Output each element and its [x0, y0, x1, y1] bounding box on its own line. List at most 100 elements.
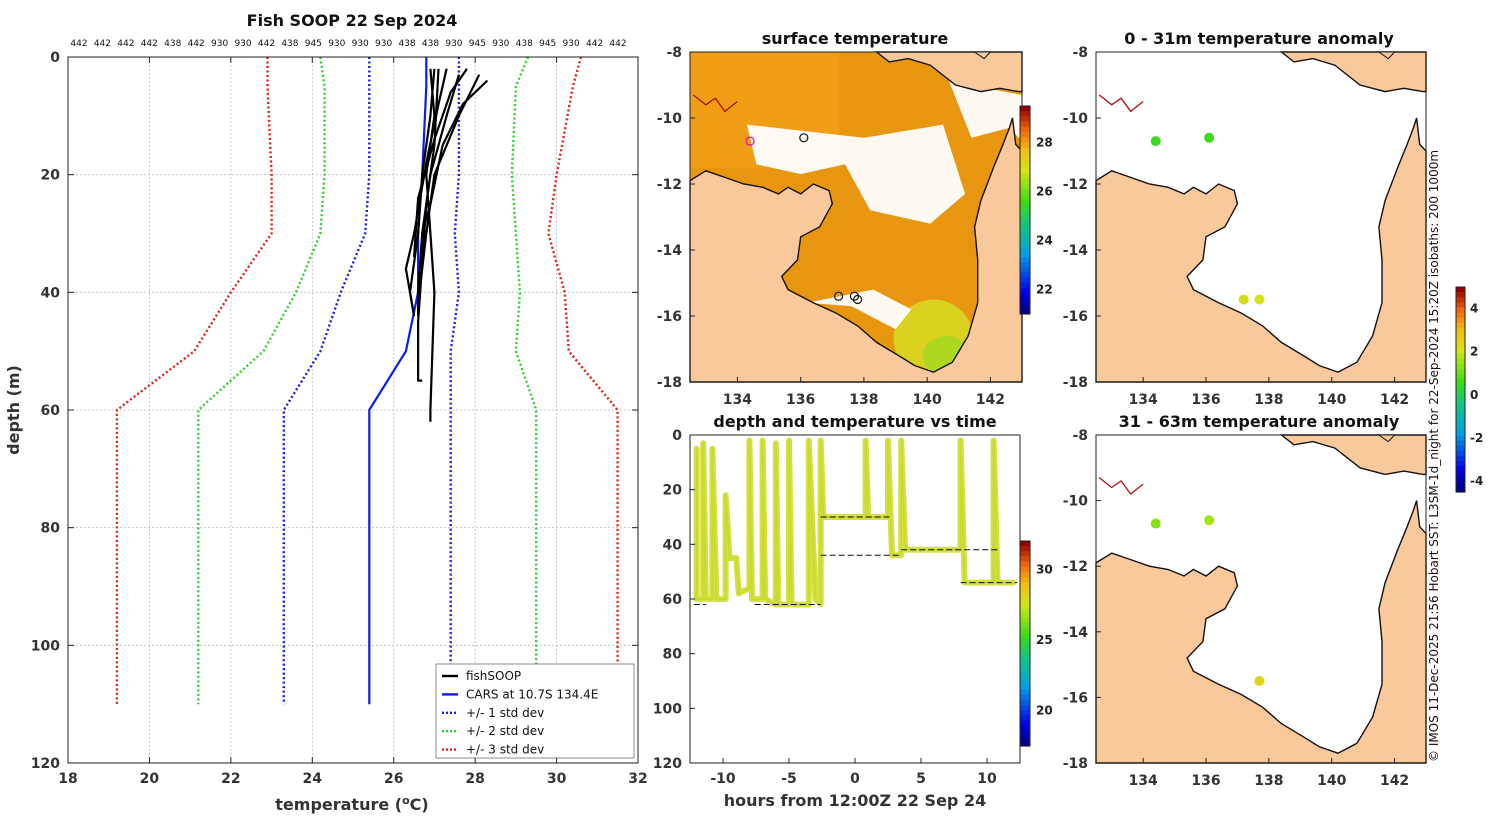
map-x-label: 140 [1317, 773, 1346, 789]
station-label: 442 [117, 39, 134, 49]
anom-colorbar-label: 0 [1470, 388, 1478, 402]
anom-colorbar-cell [1456, 374, 1465, 380]
dt-colorbar-cell [1020, 592, 1030, 598]
sst-colorbar-cell [1020, 241, 1030, 247]
sst-colorbar-cell [1020, 230, 1030, 237]
sst-colorbar-cell [1020, 106, 1030, 112]
x-tick-label: 26 [384, 771, 403, 787]
dt-colorbar-cell [1020, 612, 1030, 619]
sst-colorbar-cell [1020, 267, 1030, 273]
profile-ticks: 18 20 22 24 26 28 30 32 0 20 40 60 80 100 120 [31, 50, 648, 787]
dt-colorbar-cell [1020, 617, 1030, 624]
anom-colorbar-cell [1456, 384, 1465, 391]
dt-colorbar-cell [1020, 633, 1030, 639]
sst-colorbar-label: 24 [1036, 234, 1053, 248]
sst-colorbar-cell [1020, 220, 1030, 227]
dt-colorbar-cell [1020, 561, 1030, 568]
dt-colorbar-cell [1020, 541, 1030, 547]
anom-colorbar-cell [1456, 317, 1465, 324]
y-tick-label: 60 [41, 403, 61, 419]
map-y-label: -10 [657, 111, 683, 127]
sst-colorbar-frame [1019, 105, 1031, 315]
x-tick-label: 18 [58, 771, 77, 787]
cloud-mask-2 [949, 81, 1022, 142]
dt-colorbar-cell [1020, 740, 1030, 747]
map-x-label: 142 [976, 392, 1005, 408]
map-x-label: 140 [1317, 392, 1346, 408]
map-x-label: 136 [1191, 773, 1220, 789]
sst-colorbar-cell [1020, 204, 1030, 211]
sst-colorbar-cell [1020, 282, 1030, 289]
profile-series [115, 56, 619, 705]
sst-colorbar-cell [1020, 137, 1030, 143]
dt-y-label: 0 [672, 428, 682, 444]
dt-y-label: 20 [663, 483, 683, 499]
anom-colorbar-cell [1456, 425, 1465, 432]
map-x-label: 134 [1129, 392, 1158, 408]
dt-colorbar-cell [1020, 653, 1030, 660]
anom-colorbar-cell [1456, 420, 1465, 426]
sst-colorbar-cell [1020, 142, 1030, 149]
x-tick-label: 32 [628, 771, 647, 787]
depth-time-x-label: hours from 12:00Z 22 Sep 24 [724, 791, 986, 810]
cloud-mask-1 [746, 124, 966, 224]
map-frame [1095, 434, 1427, 764]
anomaly-point [1254, 676, 1265, 686]
sst-colorbar-cell [1020, 277, 1030, 284]
anom-colorbar-cell [1456, 389, 1465, 396]
map-y-label: -8 [666, 45, 682, 61]
sst-colorbar-cell [1020, 262, 1030, 268]
sst-colorbar-label: 22 [1036, 283, 1053, 297]
sst-colorbar-cell [1020, 152, 1030, 159]
anomaly-point [1238, 294, 1249, 305]
credit-note: © IMOS 11-Dec-2025 21:56 Hobart SST: L3S… [1427, 150, 1441, 762]
map-x-label: 142 [1380, 392, 1409, 408]
anom-colorbar-cell [1456, 461, 1465, 467]
series-fishsoop-6 [417, 68, 440, 382]
station-label: 438 [422, 39, 439, 49]
station-marker [799, 133, 809, 143]
anom-colorbar-cell [1456, 435, 1465, 442]
station-label: 945 [305, 39, 322, 49]
station-marker [745, 136, 755, 146]
anom-colorbar-cell [1456, 292, 1465, 298]
anom-colorbar-cell [1456, 328, 1465, 334]
station-label: 442 [70, 39, 87, 49]
y-tick-label: 20 [41, 168, 61, 184]
dt-x-label: -10 [710, 771, 736, 787]
series--1-std [449, 57, 461, 705]
station-label: 930 [563, 39, 580, 49]
dt-colorbar-cell [1020, 710, 1030, 716]
dt-colorbar-cell [1020, 694, 1030, 701]
land-australia [1095, 500, 1427, 764]
dt-colorbar-cell [1020, 587, 1030, 593]
dt-colorbar-cell [1020, 556, 1030, 563]
station-marker [834, 291, 844, 301]
dt-colorbar-cell [1020, 679, 1030, 686]
anom-colorbar-cell [1456, 348, 1465, 355]
isobath-line [1098, 477, 1144, 495]
anom-colorbar-cell [1456, 297, 1465, 303]
anom-colorbar-cell [1456, 481, 1465, 488]
sst-map-title: surface temperature [762, 29, 949, 48]
dt-colorbar-label: 30 [1036, 562, 1053, 576]
sst-colorbar-cell [1020, 272, 1030, 279]
anom-colorbar-cell [1456, 312, 1465, 319]
anom-colorbar-frame [1455, 286, 1466, 493]
anom-map-bottom-panel: 31 - 63m temperature anomaly 134 136 138 14… [1063, 412, 1427, 789]
anom-colorbar-cell [1456, 358, 1465, 365]
dt-colorbar-frame [1019, 540, 1031, 747]
map-x-label: 136 [786, 392, 815, 408]
sst-colorbar-cell [1020, 194, 1030, 201]
station-marker [849, 291, 860, 301]
sst-colorbar-cell [1020, 158, 1030, 164]
anom-colorbar-cell [1456, 353, 1465, 360]
sst-colorbar-cell [1020, 298, 1030, 305]
map-x-label: 140 [913, 392, 942, 408]
dt-colorbar-cell [1020, 689, 1030, 696]
profile-grid [68, 57, 638, 763]
series-fishsoop-4 [404, 68, 448, 317]
dt-colorbar-cell [1020, 566, 1030, 573]
station-label: 930 [234, 39, 251, 49]
